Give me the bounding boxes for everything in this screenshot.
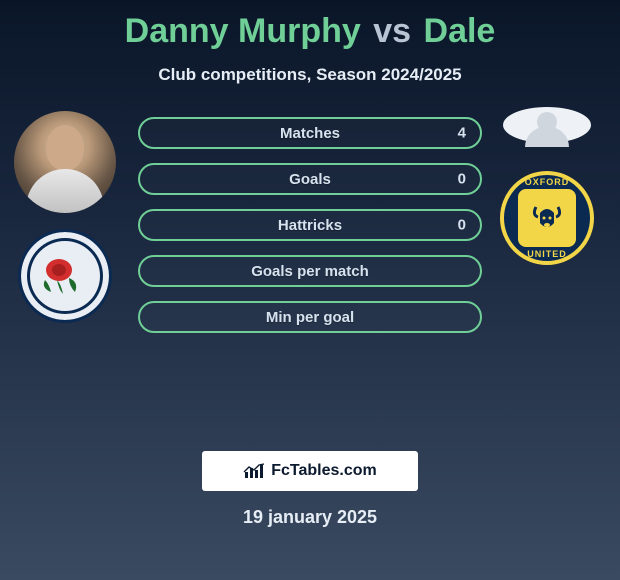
stat-row-hattricks: Hattricks 0 bbox=[138, 209, 482, 241]
player1-photo bbox=[14, 111, 116, 213]
stat-value: 0 bbox=[458, 217, 466, 234]
stat-label: Matches bbox=[280, 125, 340, 142]
stats-list: Matches 4 Goals 0 Hattricks 0 Goals per … bbox=[138, 117, 482, 333]
bar-chart-icon bbox=[243, 462, 265, 480]
title: Danny Murphy vs Dale bbox=[0, 0, 620, 51]
date-text: 19 january 2025 bbox=[0, 507, 620, 528]
ox-head-icon bbox=[532, 205, 562, 231]
subtitle: Club competitions, Season 2024/2025 bbox=[0, 65, 620, 85]
stat-label: Goals bbox=[289, 171, 331, 188]
vs-text: vs bbox=[373, 12, 411, 50]
right-column: OXFORD UNITED bbox=[492, 111, 602, 265]
stat-row-min-per-goal: Min per goal bbox=[138, 301, 482, 333]
player1-name: Danny Murphy bbox=[125, 12, 361, 50]
brand-text: FcTables.com bbox=[271, 462, 377, 480]
stat-row-goals-per-match: Goals per match bbox=[138, 255, 482, 287]
stat-value: 0 bbox=[458, 171, 466, 188]
left-column bbox=[10, 111, 120, 323]
stat-row-goals: Goals 0 bbox=[138, 163, 482, 195]
stat-label: Goals per match bbox=[251, 263, 369, 280]
rose-icon bbox=[39, 256, 89, 296]
stat-label: Hattricks bbox=[278, 217, 342, 234]
stat-row-matches: Matches 4 bbox=[138, 117, 482, 149]
player2-silhouette bbox=[503, 107, 591, 143]
player1-club-badge bbox=[18, 229, 112, 323]
stat-value: 4 bbox=[458, 125, 466, 142]
player2-name: Dale bbox=[424, 12, 496, 50]
stat-label: Min per goal bbox=[266, 309, 354, 326]
badge-text-bottom: UNITED bbox=[504, 249, 590, 259]
content-area: OXFORD UNITED Matches 4 Goals 0 Hattrick… bbox=[0, 111, 620, 441]
badge-text-top: OXFORD bbox=[504, 177, 590, 187]
player2-club-badge: OXFORD UNITED bbox=[500, 171, 594, 265]
brand-box: FcTables.com bbox=[202, 451, 418, 491]
